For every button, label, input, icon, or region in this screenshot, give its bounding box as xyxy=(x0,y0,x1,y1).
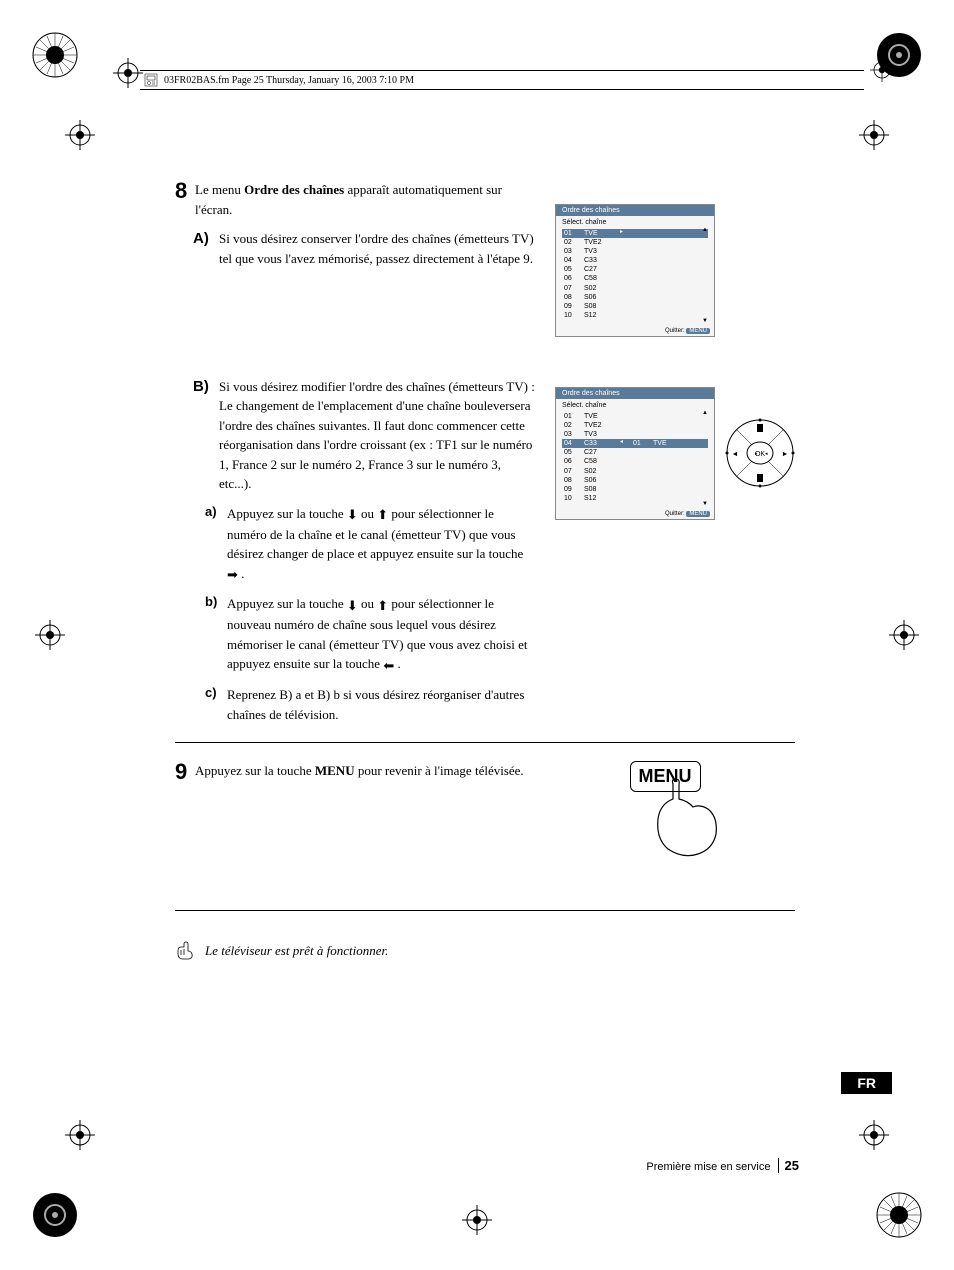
tv-channel-row: 05C27 xyxy=(562,448,708,457)
page-footer: Première mise en service 25 xyxy=(646,1158,799,1173)
svg-text:►: ► xyxy=(782,450,789,458)
hand-pointing-icon xyxy=(175,941,195,961)
tv-channel-row: 08S06 xyxy=(562,476,708,485)
note-text: Le téléviseur est prêt à fonctionner. xyxy=(205,943,388,959)
tv-title: Ordre des chaînes xyxy=(556,388,714,399)
tv-subtitle: Sélect. chaîne xyxy=(556,216,714,227)
divider xyxy=(175,910,795,911)
step8-B-c-label: c) xyxy=(205,685,227,702)
step8-A-label: A) xyxy=(193,229,219,249)
step8-intro: Le menu Ordre des chaînes apparaît autom… xyxy=(195,180,535,219)
tv-channel-row: 05C27 xyxy=(562,265,708,274)
header-fileinfo: 03FR02BAS.fm Page 25 Thursday, January 1… xyxy=(164,75,414,86)
remote-dpad-icon: OK ◄ ► ▸ ◂ xyxy=(725,418,795,488)
step8-B-b-text: Appuyez sur la touche ⬇ ou ⬆ pour sélect… xyxy=(227,594,535,675)
registration-mark-icon xyxy=(65,120,95,150)
hand-icon xyxy=(638,779,728,859)
step8-B-a-text: Appuyez sur la touche ⬇ ou ⬆ pour sélect… xyxy=(227,504,535,585)
registration-mark-icon xyxy=(65,1120,95,1150)
page-header: 03FR02BAS.fm Page 25 Thursday, January 1… xyxy=(140,70,864,90)
step8-A-text: Si vous désirez conserver l'ordre des ch… xyxy=(219,229,535,268)
tv-footer: Quitter: MENU xyxy=(556,326,714,336)
step8-B-c-text: Reprenez B) a et B) b si vous désirez ré… xyxy=(227,685,535,724)
tv-footer: Quitter: MENU xyxy=(556,509,714,519)
tv-channel-row: 07S02 xyxy=(562,284,708,293)
arrow-up-icon: ⬆ xyxy=(377,596,388,616)
tv-channel-row: 02TVE2 xyxy=(562,238,708,247)
tv-channel-row: 02TVE2 xyxy=(562,421,708,430)
arrow-down-icon: ⬇ xyxy=(347,596,358,616)
tv-channel-row: 03TV3 xyxy=(562,430,708,439)
tv-channel-row: 01TVE xyxy=(562,412,708,421)
step8-B-text: Si vous désirez modifier l'ordre des cha… xyxy=(219,377,535,494)
framemaker-icon xyxy=(144,73,158,87)
scroll-up-icon: ▲ xyxy=(702,410,708,416)
tv-channel-row: 01TVE▸ xyxy=(562,229,708,238)
tv-screen-1: Ordre des chaînes Sélect. chaîne ▲ 01TVE… xyxy=(555,204,715,337)
step9-text: Appuyez sur la touche MENU pour revenir … xyxy=(195,761,535,781)
scroll-up-icon: ▲ xyxy=(702,227,708,233)
step-number-8: 8 xyxy=(175,180,195,202)
tv-channel-row: 03TV3 xyxy=(562,247,708,256)
tv-channel-row: 06C58 xyxy=(562,274,708,283)
corner-decoration xyxy=(30,1190,80,1240)
tv-screen-2: Ordre des chaînes Sélect. chaîne ▲ 01TVE… xyxy=(555,387,715,520)
scroll-down-icon: ▼ xyxy=(702,501,708,507)
note: Le téléviseur est prêt à fonctionner. xyxy=(175,941,795,961)
svg-text:◄: ◄ xyxy=(732,450,739,458)
registration-mark-icon xyxy=(859,1120,889,1150)
arrow-up-icon: ⬆ xyxy=(377,505,388,525)
registration-mark-icon xyxy=(889,620,919,650)
tv-channel-row: 04C33◂01TVE xyxy=(562,439,708,448)
divider xyxy=(175,742,795,743)
tv-channel-row: 09S08 xyxy=(562,485,708,494)
tv-channel-row: 09S08 xyxy=(562,302,708,311)
step8-B-label: B) xyxy=(193,377,219,397)
registration-mark-icon xyxy=(870,58,894,82)
arrow-left-icon: ⬅ xyxy=(383,656,394,676)
tv-channel-row: 06C58 xyxy=(562,457,708,466)
arrow-right-icon: ➡ xyxy=(227,565,238,585)
tv-channel-row: 10S12 xyxy=(562,494,708,503)
step-number-9: 9 xyxy=(175,761,195,783)
tv-title: Ordre des chaînes xyxy=(556,205,714,216)
language-tab: FR xyxy=(841,1072,892,1094)
tv-channel-row: 08S06 xyxy=(562,293,708,302)
registration-mark-icon xyxy=(462,1205,492,1235)
corner-decoration xyxy=(874,1190,924,1240)
registration-mark-icon xyxy=(113,58,143,88)
step8-B-a-label: a) xyxy=(205,504,227,521)
tv-channel-row: 07S02 xyxy=(562,467,708,476)
corner-decoration xyxy=(30,30,80,80)
tv-subtitle: Sélect. chaîne xyxy=(556,399,714,410)
tv-channel-row: 04C33 xyxy=(562,256,708,265)
step8-B-b-label: b) xyxy=(205,594,227,611)
menu-button-illustration: MENU xyxy=(630,761,701,792)
tv-channel-row: 10S12 xyxy=(562,311,708,320)
arrow-down-icon: ⬇ xyxy=(347,505,358,525)
registration-mark-icon xyxy=(35,620,65,650)
scroll-down-icon: ▼ xyxy=(702,318,708,324)
registration-mark-icon xyxy=(859,120,889,150)
